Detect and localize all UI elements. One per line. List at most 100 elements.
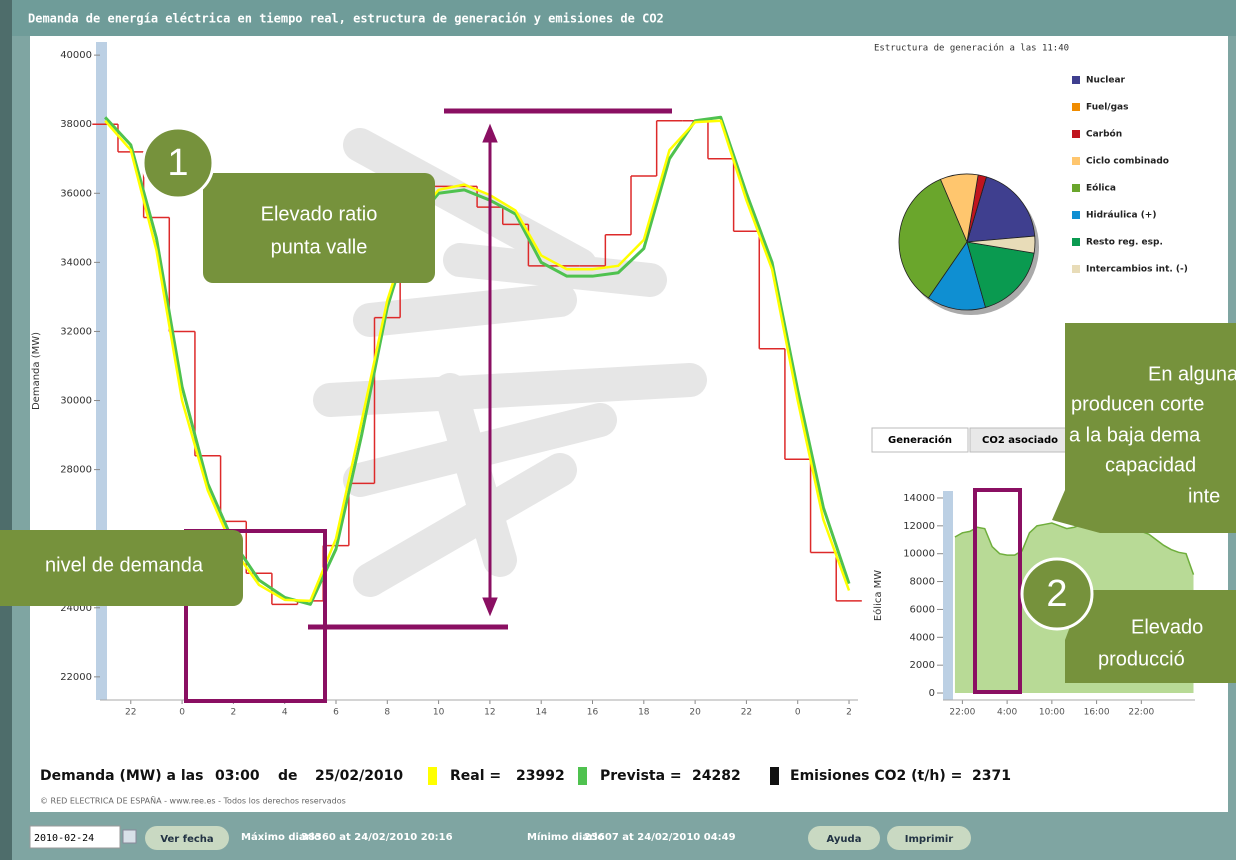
y-axis-label: Demanda (MW) bbox=[31, 332, 42, 410]
readout-label: Emisiones CO2 (t/h) = bbox=[790, 768, 962, 784]
callout-text: producen corte bbox=[1071, 393, 1204, 415]
y-tick-label: 40000 bbox=[60, 50, 92, 61]
x-tick-label: 4:00 bbox=[997, 708, 1017, 718]
x-tick-label: 0 bbox=[179, 708, 185, 718]
pie-slice bbox=[966, 176, 1036, 243]
tab-active[interactable] bbox=[871, 427, 969, 453]
date-value[interactable]: 2010-02-24 bbox=[34, 833, 94, 844]
readout-value: 23992 bbox=[516, 768, 565, 784]
min-value: 23607 at 24/02/2010 04:49 bbox=[584, 832, 736, 843]
x-tick-label: 22 bbox=[125, 708, 136, 718]
callout-box bbox=[1065, 590, 1236, 683]
min-label: Mínimo diario bbox=[527, 831, 604, 843]
left-strip bbox=[0, 0, 12, 860]
y-tick-label: 22000 bbox=[60, 672, 92, 683]
readout-date: 25/02/2010 bbox=[315, 768, 403, 784]
x-tick-label: 10:00 bbox=[1039, 708, 1065, 718]
callout-text: a la baja dema bbox=[1069, 424, 1201, 446]
y-tick-label: 14000 bbox=[903, 493, 935, 504]
x-tick-label: 22:00 bbox=[1128, 708, 1154, 718]
title-bar bbox=[12, 0, 1236, 36]
legend-swatch bbox=[1072, 103, 1080, 111]
y-tick-label: 32000 bbox=[60, 326, 92, 337]
badge bbox=[1020, 557, 1094, 631]
x-tick-label: 14 bbox=[535, 708, 547, 718]
button-label[interactable]: Ver fecha bbox=[160, 834, 213, 845]
tab-label[interactable]: CO2 asociado bbox=[982, 435, 1058, 446]
y-tick-label: 8000 bbox=[910, 577, 935, 588]
axis-band bbox=[96, 42, 107, 700]
pie-slice bbox=[966, 235, 1036, 254]
button-label[interactable]: Ayuda bbox=[827, 834, 862, 845]
y-tick-label: 36000 bbox=[60, 188, 92, 199]
generation-pie: Estructura de generación a las 11:40 Nucl… bbox=[874, 43, 1188, 315]
pie-title: Estructura de generación a las 11:40 bbox=[874, 43, 1069, 54]
x-tick-label: 16 bbox=[587, 708, 599, 718]
badge bbox=[141, 126, 215, 200]
legend-label: Hidráulica (+) bbox=[1086, 211, 1156, 221]
x-tick-label: 6 bbox=[333, 708, 339, 718]
pie-slice bbox=[898, 178, 968, 299]
readout-label: Demanda (MW) a las bbox=[40, 768, 203, 784]
annotation-shapes bbox=[184, 108, 1022, 703]
badge-label: 1 bbox=[167, 142, 188, 184]
tab[interactable] bbox=[969, 427, 1071, 453]
swatch bbox=[770, 767, 779, 785]
x-tick-label: 20 bbox=[689, 708, 701, 718]
callouts: 1 Elevado ratio punta valle nivel de dem… bbox=[0, 126, 1236, 683]
y-axis-label: Eólica MW bbox=[872, 570, 884, 621]
callout-text: Elevado ratio bbox=[261, 203, 378, 225]
x-tick-label: 22:00 bbox=[949, 708, 975, 718]
x-tick-label: 12 bbox=[484, 708, 495, 718]
legend-swatch bbox=[1072, 238, 1080, 246]
x-tick-label: 22 bbox=[741, 708, 752, 718]
button[interactable] bbox=[808, 826, 880, 850]
x-tick-label: 16:00 bbox=[1084, 708, 1110, 718]
x-tick-label: 8 bbox=[384, 708, 390, 718]
button[interactable] bbox=[887, 826, 971, 850]
y-tick-label: 28000 bbox=[60, 465, 92, 476]
callout-text: capacidad bbox=[1105, 454, 1196, 476]
x-tick-label: 4 bbox=[282, 708, 288, 718]
legend-swatch bbox=[1072, 76, 1080, 84]
copyright: © RED ELECTRICA DE ESPAÑA - www.ree.es -… bbox=[40, 796, 346, 806]
y-tick-label: 12000 bbox=[903, 521, 935, 532]
y-tick-label: 38000 bbox=[60, 119, 92, 130]
tab-label[interactable]: Generación bbox=[888, 434, 952, 446]
y-tick-label: 34000 bbox=[60, 257, 92, 268]
x-tick-label: 10 bbox=[433, 708, 445, 718]
callout-text: punta valle bbox=[271, 236, 368, 258]
legend-label: Fuel/gas bbox=[1086, 103, 1128, 113]
axis-band bbox=[943, 491, 953, 700]
legend-label: Nuclear bbox=[1086, 76, 1126, 86]
x-tick-label: 0 bbox=[795, 708, 801, 718]
y-tick-label: 10000 bbox=[903, 549, 935, 560]
legend-swatch bbox=[1072, 265, 1080, 273]
legend-label: Carbón bbox=[1086, 129, 1122, 140]
legend-swatch bbox=[1072, 184, 1080, 192]
max-label: Máximo diario bbox=[241, 831, 321, 843]
legend-label: Eólica bbox=[1086, 183, 1116, 194]
y-tick-label: 0 bbox=[929, 688, 935, 699]
legend-swatch bbox=[1072, 157, 1080, 165]
callout-text: nivel de demanda bbox=[45, 554, 204, 576]
watermark bbox=[313, 128, 707, 597]
pie-slice bbox=[966, 241, 1035, 308]
callout-text: producció bbox=[1098, 648, 1185, 670]
calendar-icon[interactable] bbox=[122, 829, 137, 844]
callout-text: En alguna bbox=[1148, 363, 1236, 385]
callout-text: Elevado bbox=[1131, 616, 1203, 638]
area-line bbox=[954, 520, 1195, 575]
readout-label: Real = bbox=[450, 768, 501, 784]
readout-de: de bbox=[278, 768, 298, 784]
badge-label: 2 bbox=[1046, 573, 1067, 615]
legend-label: Ciclo combinado bbox=[1086, 157, 1169, 167]
legend-label: Resto reg. esp. bbox=[1086, 238, 1163, 248]
button-label[interactable]: Imprimir bbox=[905, 834, 954, 845]
date-input[interactable] bbox=[29, 825, 121, 849]
y-tick-label: 6000 bbox=[910, 604, 935, 615]
button[interactable] bbox=[145, 826, 229, 850]
readout-value: 24282 bbox=[692, 768, 741, 784]
toolbar: 2010-02-24 Ver fecha Máximo diario 38360… bbox=[29, 825, 971, 850]
